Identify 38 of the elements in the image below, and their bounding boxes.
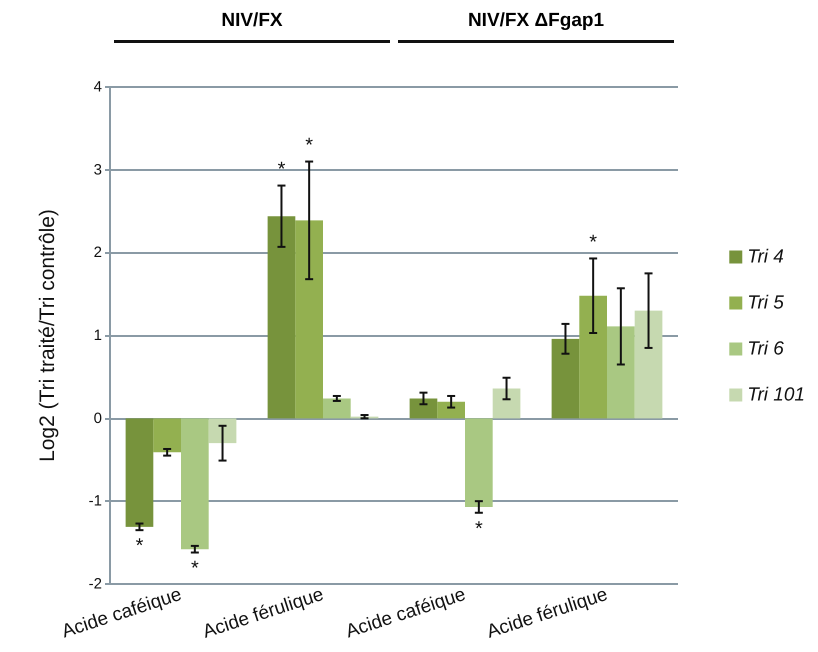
y-tick-label: 3	[94, 161, 102, 178]
legend-label: Tri 5	[747, 292, 784, 314]
bar	[181, 418, 209, 550]
data-label: *	[136, 535, 144, 558]
bar	[634, 310, 662, 418]
data-label: *	[278, 158, 286, 181]
legend-label: Tri 6	[747, 338, 784, 360]
bar	[552, 338, 580, 418]
x-tick-label: Acide férulique	[200, 584, 326, 643]
text: NIV/FX ΔFgap1	[398, 10, 674, 43]
legend-label: Tri 101	[747, 384, 806, 406]
y-tick-label: 4	[94, 78, 102, 96]
bar	[465, 418, 493, 507]
data-label: *	[474, 518, 483, 540]
y-tick-label: -1	[88, 492, 102, 510]
y-tick-label: 2	[94, 244, 102, 262]
bar	[579, 296, 607, 418]
bar	[437, 402, 465, 418]
bar	[323, 398, 351, 418]
data-label: *	[589, 231, 598, 254]
text: NIV/FX	[114, 10, 390, 43]
bar	[410, 398, 438, 418]
bar	[268, 216, 296, 418]
bar	[208, 418, 236, 444]
bar	[153, 418, 181, 452]
x-tick-label: Acide férulique	[484, 584, 610, 643]
data-label: *	[305, 134, 314, 157]
bar	[607, 326, 635, 418]
bar	[492, 388, 520, 418]
y-axis-title: Log2 (Tri traité/Tri contrôle)	[36, 209, 59, 462]
y-tick-label: 0	[94, 410, 102, 427]
x-tick-label: Acide caféique	[343, 584, 468, 642]
legend-label: Tri 4	[747, 246, 784, 268]
y-tick-label: 1	[94, 327, 102, 344]
y-tick-label: -2	[88, 576, 102, 592]
bar	[295, 220, 323, 418]
data-label: *	[190, 558, 199, 580]
bar	[126, 418, 154, 527]
